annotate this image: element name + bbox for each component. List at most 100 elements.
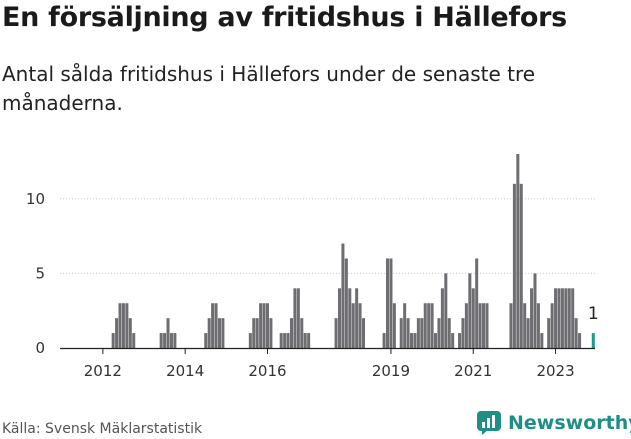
bar xyxy=(475,258,479,348)
bar xyxy=(279,333,283,348)
bar xyxy=(125,303,129,348)
bar xyxy=(413,333,417,348)
bar xyxy=(169,333,173,348)
bar xyxy=(337,288,342,348)
bar xyxy=(341,243,345,348)
bar xyxy=(265,303,269,348)
bar xyxy=(334,318,338,348)
bar xyxy=(557,288,561,348)
bar xyxy=(255,318,259,348)
bar xyxy=(159,333,163,348)
annotations: 1 xyxy=(588,304,599,324)
bar xyxy=(132,333,136,348)
bar xyxy=(440,288,444,348)
newsworthy-logo[interactable]: Newsworthy xyxy=(476,409,631,437)
bar xyxy=(389,258,393,348)
bar xyxy=(166,318,170,348)
source-note: Källa: Svensk Mäklarstatistik xyxy=(2,421,203,437)
bar xyxy=(118,303,122,348)
bar xyxy=(399,318,403,348)
bar xyxy=(554,288,558,348)
x-axis-ticks: 2012 2014 2016 2019 2021 2023 xyxy=(84,348,575,380)
bar xyxy=(355,288,359,348)
bar xyxy=(259,303,263,348)
bar xyxy=(461,318,465,348)
bar xyxy=(262,303,266,348)
y-axis-ticks: 0 5 10 xyxy=(26,190,45,357)
bar xyxy=(406,318,410,348)
bar xyxy=(289,318,293,348)
x-tick-label: 2021 xyxy=(454,362,492,380)
bar xyxy=(403,303,407,348)
bar xyxy=(536,303,540,348)
bar xyxy=(471,288,475,348)
bar xyxy=(217,318,221,348)
bar xyxy=(478,303,482,348)
bar xyxy=(420,318,424,348)
bar xyxy=(207,318,211,348)
bar xyxy=(547,318,551,348)
bar xyxy=(512,183,516,348)
bar xyxy=(416,318,420,348)
bar xyxy=(214,303,218,348)
bar xyxy=(173,333,177,348)
x-tick-label: 2014 xyxy=(166,362,204,380)
bar xyxy=(464,303,468,348)
bar xyxy=(526,318,530,348)
gridlines xyxy=(60,198,595,274)
bar xyxy=(564,288,568,348)
x-tick-label: 2023 xyxy=(536,362,574,380)
bar xyxy=(447,318,451,348)
bar xyxy=(482,303,486,348)
chart-icon xyxy=(477,411,501,435)
bar xyxy=(293,288,297,348)
bar xyxy=(437,318,441,348)
bar xyxy=(560,288,564,348)
bar xyxy=(392,303,396,348)
bar xyxy=(348,288,352,348)
bar-chart: 0 5 10 2012 2014 2016 2019 2021 2023 1 xyxy=(26,154,599,380)
bar xyxy=(121,303,125,348)
y-tick-label: 5 xyxy=(35,264,45,282)
bar xyxy=(358,303,362,348)
bar xyxy=(252,318,256,348)
bar xyxy=(458,333,462,348)
bar xyxy=(410,333,414,348)
bar xyxy=(430,303,434,348)
bar xyxy=(269,318,273,348)
bar xyxy=(296,288,300,348)
bar xyxy=(300,318,304,348)
bar xyxy=(578,333,582,348)
y-tick-label: 10 xyxy=(26,190,45,208)
bar xyxy=(533,273,537,348)
bar-value-label: 1 xyxy=(588,304,599,324)
y-tick-label: 0 xyxy=(35,339,45,357)
bar xyxy=(574,318,578,348)
bar xyxy=(509,303,513,348)
bar xyxy=(530,288,534,348)
bar xyxy=(163,333,167,348)
bar xyxy=(111,333,115,348)
bar xyxy=(444,273,448,348)
bar xyxy=(351,303,355,348)
bar xyxy=(382,333,386,348)
bar xyxy=(221,318,225,348)
bar xyxy=(468,273,472,348)
bar xyxy=(303,333,307,348)
bar xyxy=(386,258,390,348)
bar xyxy=(485,303,489,348)
bar xyxy=(550,303,554,348)
chart-subtitle: Antal sålda fritidshus i Hällefors under… xyxy=(2,62,536,115)
bar xyxy=(307,333,311,348)
bar xyxy=(128,318,132,348)
bar xyxy=(451,333,455,348)
bar xyxy=(516,154,520,348)
chart-title: En försäljning av fritidshus i Hällefors xyxy=(2,2,567,33)
x-tick-label: 2016 xyxy=(248,362,286,380)
bar xyxy=(362,318,366,348)
bar xyxy=(427,303,431,348)
bar xyxy=(423,303,427,348)
bar xyxy=(434,333,438,348)
bar xyxy=(283,333,287,348)
bar xyxy=(115,318,119,348)
